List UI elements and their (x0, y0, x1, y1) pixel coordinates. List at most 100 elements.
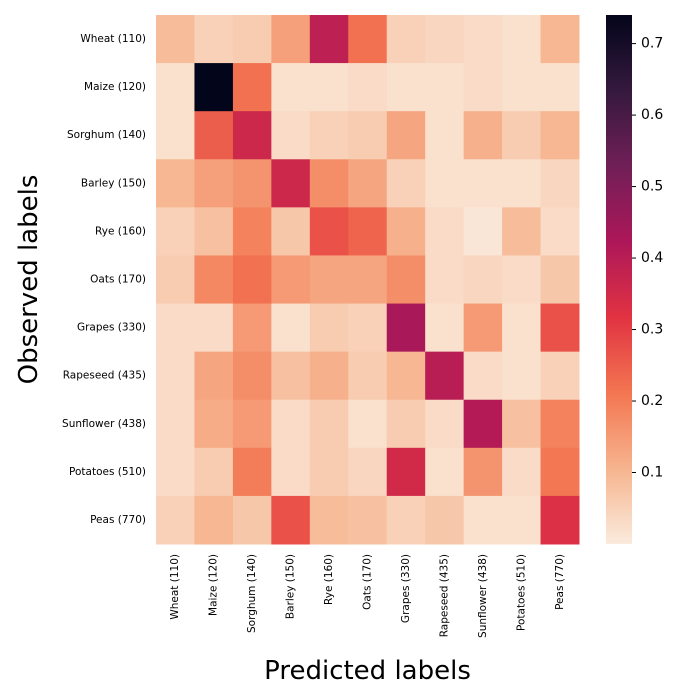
heatmap-cell (232, 351, 272, 401)
heatmap-cell (156, 255, 195, 305)
heatmap-cell (502, 63, 542, 112)
heatmap-cell (194, 15, 234, 64)
heatmap-cell (309, 399, 349, 449)
heatmap-cell (386, 303, 426, 353)
heatmap-cell (463, 303, 503, 353)
heatmap-cell (386, 207, 426, 256)
heatmap-cell (194, 111, 234, 160)
row-tick-label: Grapes (330) (77, 322, 146, 334)
heatmap-cell (425, 303, 465, 353)
row-tick-label: Rapeseed (435) (63, 370, 146, 382)
row-tick-label: Sorghum (140) (67, 129, 146, 141)
heatmap-cell (348, 447, 388, 497)
heatmap-cell (194, 399, 234, 449)
heatmap-cell (232, 303, 272, 353)
heatmap-cell (425, 15, 465, 64)
colorbar-tick-label: 0.1 (641, 465, 663, 481)
heatmap-cell (386, 495, 426, 545)
row-tick-label: Sunflower (438) (62, 418, 146, 430)
heatmap-cell (309, 351, 349, 401)
heatmap-cell (232, 495, 272, 545)
heatmap-cell (271, 207, 311, 256)
heatmap-cell (502, 207, 542, 256)
column-tick-label: Grapes (330) (400, 554, 412, 623)
heatmap-cell (540, 495, 580, 545)
row-tick-label: Peas (770) (90, 514, 146, 526)
column-tick-label: Rapeseed (435) (438, 554, 450, 637)
heatmap-cell (194, 303, 234, 353)
heatmap-cell (271, 111, 311, 160)
heatmap-cell (386, 351, 426, 401)
heatmap-cell (502, 159, 542, 208)
heatmap-cell (156, 495, 195, 545)
heatmap-cell (232, 447, 272, 497)
heatmap-cell (194, 447, 234, 497)
heatmap-cell (386, 15, 426, 64)
colorbar-tick-label: 0.4 (641, 250, 663, 266)
heatmap-cell (425, 159, 465, 208)
heatmap-cell (156, 111, 195, 160)
row-tick-label: Wheat (110) (80, 33, 146, 45)
heatmap-cell (540, 399, 580, 449)
heatmap-cell (309, 159, 349, 208)
heatmap-cell (194, 159, 234, 208)
heatmap-cell (463, 351, 503, 401)
heatmap-cell (194, 255, 234, 305)
heatmap-cell (502, 303, 542, 353)
heatmap-cell (463, 207, 503, 256)
heatmap-cell (309, 15, 349, 64)
heatmap-cell (232, 207, 272, 256)
heatmap-cell (425, 351, 465, 401)
heatmap-cell (156, 351, 195, 401)
heatmap-cell (232, 63, 272, 112)
colorbar-tick-label: 0.2 (641, 393, 663, 409)
heatmap-cell (348, 399, 388, 449)
heatmap-cell (309, 111, 349, 160)
heatmap-cell (194, 351, 234, 401)
heatmap-cell (386, 63, 426, 112)
heatmap-cell (348, 495, 388, 545)
heatmap-cell (348, 111, 388, 160)
heatmap-cell (271, 351, 311, 401)
heatmap-cell (156, 63, 195, 112)
heatmap-cell (540, 351, 580, 401)
column-tick-label: Oats (170) (362, 554, 374, 610)
heatmap-cell (463, 15, 503, 64)
heatmap-cell (348, 207, 388, 256)
heatmap-cell (156, 15, 195, 64)
heatmap-cell (425, 207, 465, 256)
heatmap-cell (348, 63, 388, 112)
heatmap-cell (502, 351, 542, 401)
row-tick-label: Barley (150) (81, 177, 146, 189)
colorbar-ticks: 0.1 0.2 0.3 0.4 0.5 0.6 0.7 (632, 36, 663, 481)
heatmap-cell (425, 399, 465, 449)
y-axis-title: Observed labels (14, 175, 44, 385)
heatmap-cell (232, 159, 272, 208)
heatmap-cell (271, 159, 311, 208)
heatmap-cell (463, 399, 503, 449)
colorbar-tick-label: 0.3 (641, 322, 663, 338)
column-tick-label: Peas (770) (554, 554, 566, 610)
heatmap-cell (271, 255, 311, 305)
heatmap-cell (271, 303, 311, 353)
heatmap-cell (425, 447, 465, 497)
column-tick-labels: Wheat (110) Maize (120) Sorghum (140) Barle… (169, 554, 566, 638)
heatmap-cell (156, 447, 195, 497)
column-tick-label: Maize (120) (208, 554, 220, 616)
heatmap-cell (540, 303, 580, 353)
heatmap-cell (309, 255, 349, 305)
heatmap-cell (232, 255, 272, 305)
x-axis-title: Predicted labels (264, 656, 471, 686)
row-tick-label: Potatoes (510) (69, 466, 146, 478)
heatmap-cell (502, 447, 542, 497)
heatmap-cell (309, 207, 349, 256)
column-tick-label: Potatoes (510) (515, 554, 527, 631)
heatmap-cell (232, 399, 272, 449)
heatmap-cell (348, 159, 388, 208)
heatmap-cell (502, 111, 542, 160)
heatmap-cell (425, 111, 465, 160)
heatmap-cell (540, 63, 580, 112)
row-tick-labels: Wheat (110) Maize (120) Sorghum (140) Barle… (62, 33, 146, 526)
heatmap-cell (271, 15, 311, 64)
